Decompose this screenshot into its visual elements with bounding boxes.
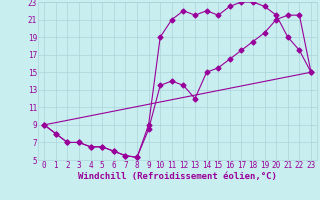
X-axis label: Windchill (Refroidissement éolien,°C): Windchill (Refroidissement éolien,°C) [78,172,277,181]
